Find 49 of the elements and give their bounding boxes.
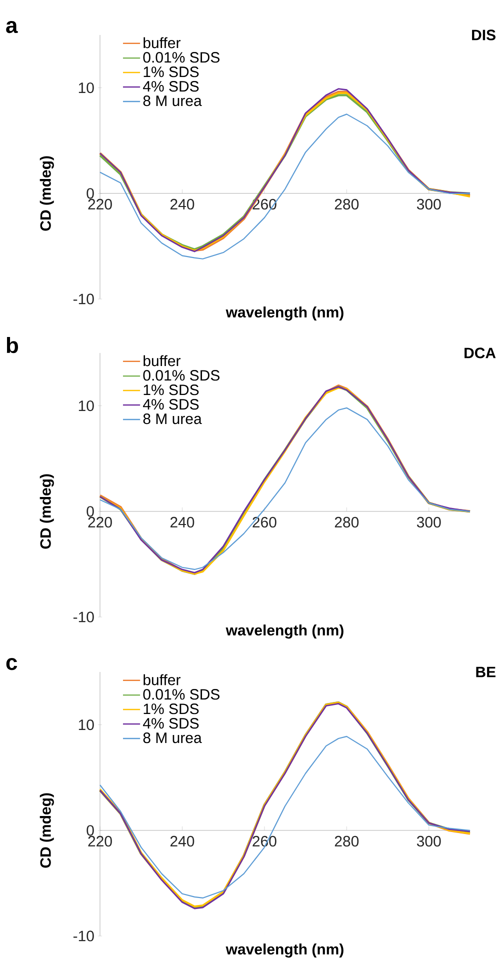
chart-title: BE — [476, 666, 496, 678]
y-tick-label: 0 — [86, 506, 94, 517]
x-tick-label: 240 — [170, 198, 194, 210]
x-tick-label: 220 — [88, 516, 112, 528]
text: c — [6, 658, 18, 670]
text: a — [6, 21, 18, 34]
chart-title: DCA — [464, 348, 496, 358]
legend-label: buffer — [144, 674, 180, 686]
legend-label: 1% SDS — [144, 704, 199, 714]
legend-label: 8 M urea — [143, 413, 202, 424]
legend-label: 1% SDS — [144, 384, 199, 396]
legend-label: 4% SDS — [143, 399, 199, 410]
x-tick-label: 220 — [88, 198, 112, 210]
chart-title: DIS — [472, 30, 496, 40]
y-tick-label: 0 — [86, 825, 94, 836]
y-tick-label: 0 — [86, 188, 94, 199]
x-tick-label: 280 — [334, 516, 359, 528]
x-tick-label: 300 — [416, 836, 441, 847]
legend-label: buffer — [144, 37, 180, 48]
x-axis-title: wavelength (nm) — [226, 306, 344, 321]
x-axis-title: wavelength (nm) — [226, 624, 344, 639]
x-tick-label: 280 — [334, 836, 359, 847]
y-tick-label: 10 — [78, 82, 94, 94]
legend-label: buffer — [144, 355, 180, 366]
x-tick-label: 300 — [416, 198, 441, 210]
y-tick-label: -10 — [73, 612, 94, 622]
y-tick-label: -10 — [73, 930, 94, 942]
x-tick-label: 240 — [170, 836, 194, 847]
y-axis-title: CD (mdeg) — [40, 156, 54, 231]
x-tick-label: 220 — [88, 836, 112, 847]
x-axis-title: wavelength (nm) — [226, 944, 344, 958]
legend-label: 4% SDS — [143, 81, 199, 92]
x-tick-label: 300 — [416, 516, 441, 528]
y-tick-label: 10 — [78, 400, 94, 412]
legend-label: 8 M urea — [143, 95, 202, 106]
legend-label: 0.01% SDS — [143, 52, 220, 63]
x-tick-label: 240 — [170, 516, 194, 528]
legend-label: 0.01% SDS — [143, 689, 220, 700]
legend-label: 1% SDS — [144, 66, 199, 78]
legend-label: 0.01% SDS — [143, 370, 220, 381]
text: b — [6, 336, 18, 354]
legend-label: 8 M urea — [143, 732, 202, 744]
x-tick-label: 260 — [252, 516, 276, 528]
y-axis-title: CD (mdeg) — [40, 793, 54, 868]
y-tick-label: -10 — [73, 294, 94, 304]
y-tick-label: 10 — [78, 719, 94, 730]
x-tick-label: 280 — [334, 198, 359, 210]
legend-label: 4% SDS — [143, 718, 199, 729]
y-axis-title: CD (mdeg) — [40, 474, 54, 549]
